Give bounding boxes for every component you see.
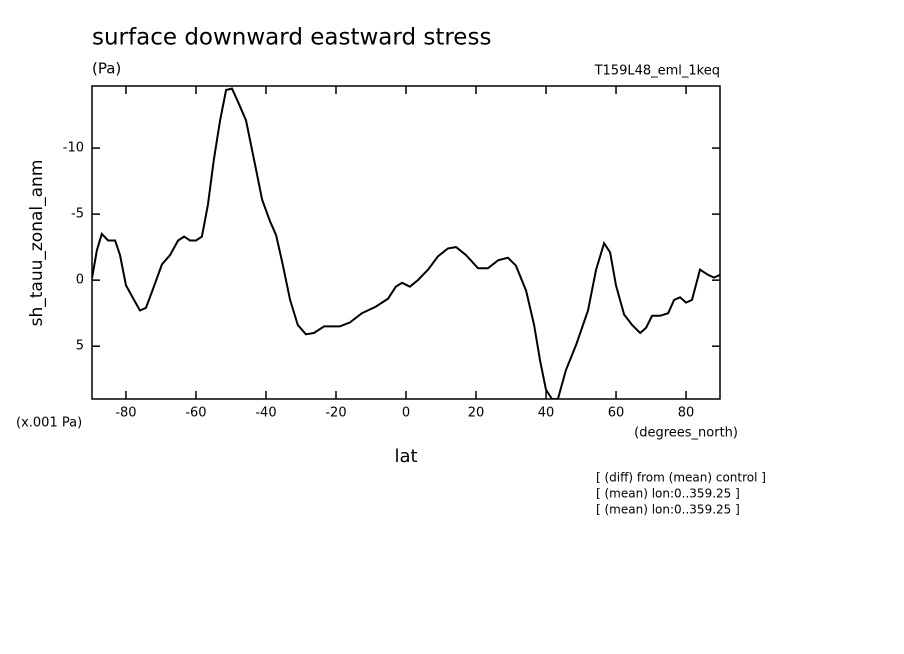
x-tick-label: -80 [115,406,136,421]
x-tick-label: 20 [468,406,485,421]
y-tick-label: 5 [76,339,84,354]
y-axis-label: sh_tauu_zonal_anm [27,160,47,327]
note: [ (diff) from (mean) control ] [596,471,766,485]
x-tick-label: -40 [255,406,276,421]
dataset-label: T159L48_eml_1keq [594,64,720,79]
y-units: (x.001 Pa) [16,416,82,431]
x-tick-label: -60 [185,406,206,421]
chart-title: surface downward eastward stress [92,25,491,51]
note: [ (mean) lon:0..359.25 ] [596,487,740,501]
x-tick-label: -20 [325,406,346,421]
y-tick-label: 0 [76,273,84,288]
x-units: (degrees_north) [634,426,738,441]
x-axis-label: lat [394,446,417,467]
x-tick-label: 60 [608,406,625,421]
y-tick-label: -10 [63,141,84,156]
plot-frame [91,85,721,400]
y-tick-label: -5 [71,207,84,222]
x-tick-label: 40 [538,406,555,421]
data-line [92,87,720,399]
units: (Pa) [92,60,121,78]
x-tick-label: 80 [678,406,695,421]
note: [ (mean) lon:0..359.25 ] [596,503,740,517]
x-tick-label: 0 [402,406,410,421]
